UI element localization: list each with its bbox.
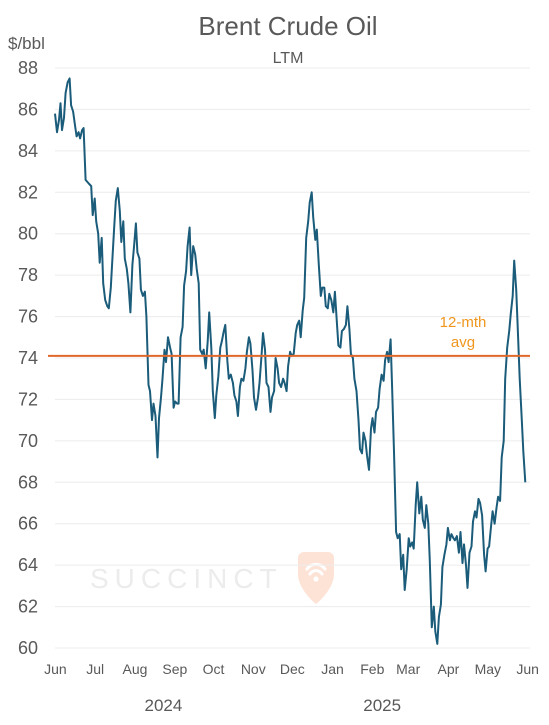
x-tick-label: Mar <box>396 661 420 677</box>
average-label-line2: avg <box>451 334 475 351</box>
y-tick-label: 82 <box>18 182 38 202</box>
x-tick-label: Feb <box>360 661 384 677</box>
year-label: 2024 <box>144 696 182 715</box>
average-layer: 12-mth avg <box>48 314 530 357</box>
x-tick-label: Dec <box>280 661 305 677</box>
x-tick-label: Sep <box>162 661 187 677</box>
average-label-line1: 12-mth <box>440 314 487 331</box>
x-tick-label: Jul <box>86 661 104 677</box>
x-tick-labels: Jun Jul Aug Sep Oct Nov Dec Jan Feb Mar Apr May Jun <box>44 661 539 677</box>
x-tick-label: Jun <box>44 661 67 677</box>
y-tick-label: 86 <box>18 99 38 119</box>
y-gridlines <box>55 67 530 649</box>
series-layer <box>54 77 527 645</box>
y-tick-label: 64 <box>18 555 38 575</box>
x-tick-label: May <box>475 661 501 677</box>
y-tick-label: 60 <box>18 638 38 658</box>
year-labels: 2024 2025 <box>144 696 401 715</box>
chart-title: Brent Crude Oil <box>198 11 377 41</box>
watermark-badge-icon <box>298 552 334 604</box>
y-tick-label: 76 <box>18 307 38 327</box>
x-tick-label: Nov <box>241 661 266 677</box>
y-tick-label: 62 <box>18 597 38 617</box>
x-tick-label: Oct <box>203 661 225 677</box>
x-tick-label: Jan <box>321 661 344 677</box>
y-axis-unit: $/bbl <box>8 34 45 53</box>
y-tick-label: 70 <box>18 431 38 451</box>
year-label: 2025 <box>363 696 401 715</box>
y-tick-labels: 60 62 64 66 68 70 72 74 76 78 80 82 84 86 88 <box>18 58 38 658</box>
y-tick-label: 72 <box>18 389 38 409</box>
x-tick-label: Jun <box>516 661 539 677</box>
series-line-0 <box>54 77 527 645</box>
y-tick-label: 66 <box>18 514 38 534</box>
y-tick-label: 78 <box>18 265 38 285</box>
y-tick-label: 80 <box>18 224 38 244</box>
watermark-text: SUCCINCT <box>90 563 283 594</box>
watermark: SUCCINCT <box>90 552 334 604</box>
y-tick-label: 84 <box>18 141 38 161</box>
y-tick-label: 74 <box>18 348 38 368</box>
y-tick-label: 68 <box>18 472 38 492</box>
chart-subtitle: LTM <box>273 50 304 67</box>
x-tick-label: Apr <box>438 661 460 677</box>
x-tick-label: Aug <box>123 661 148 677</box>
y-tick-label: 88 <box>18 58 38 78</box>
